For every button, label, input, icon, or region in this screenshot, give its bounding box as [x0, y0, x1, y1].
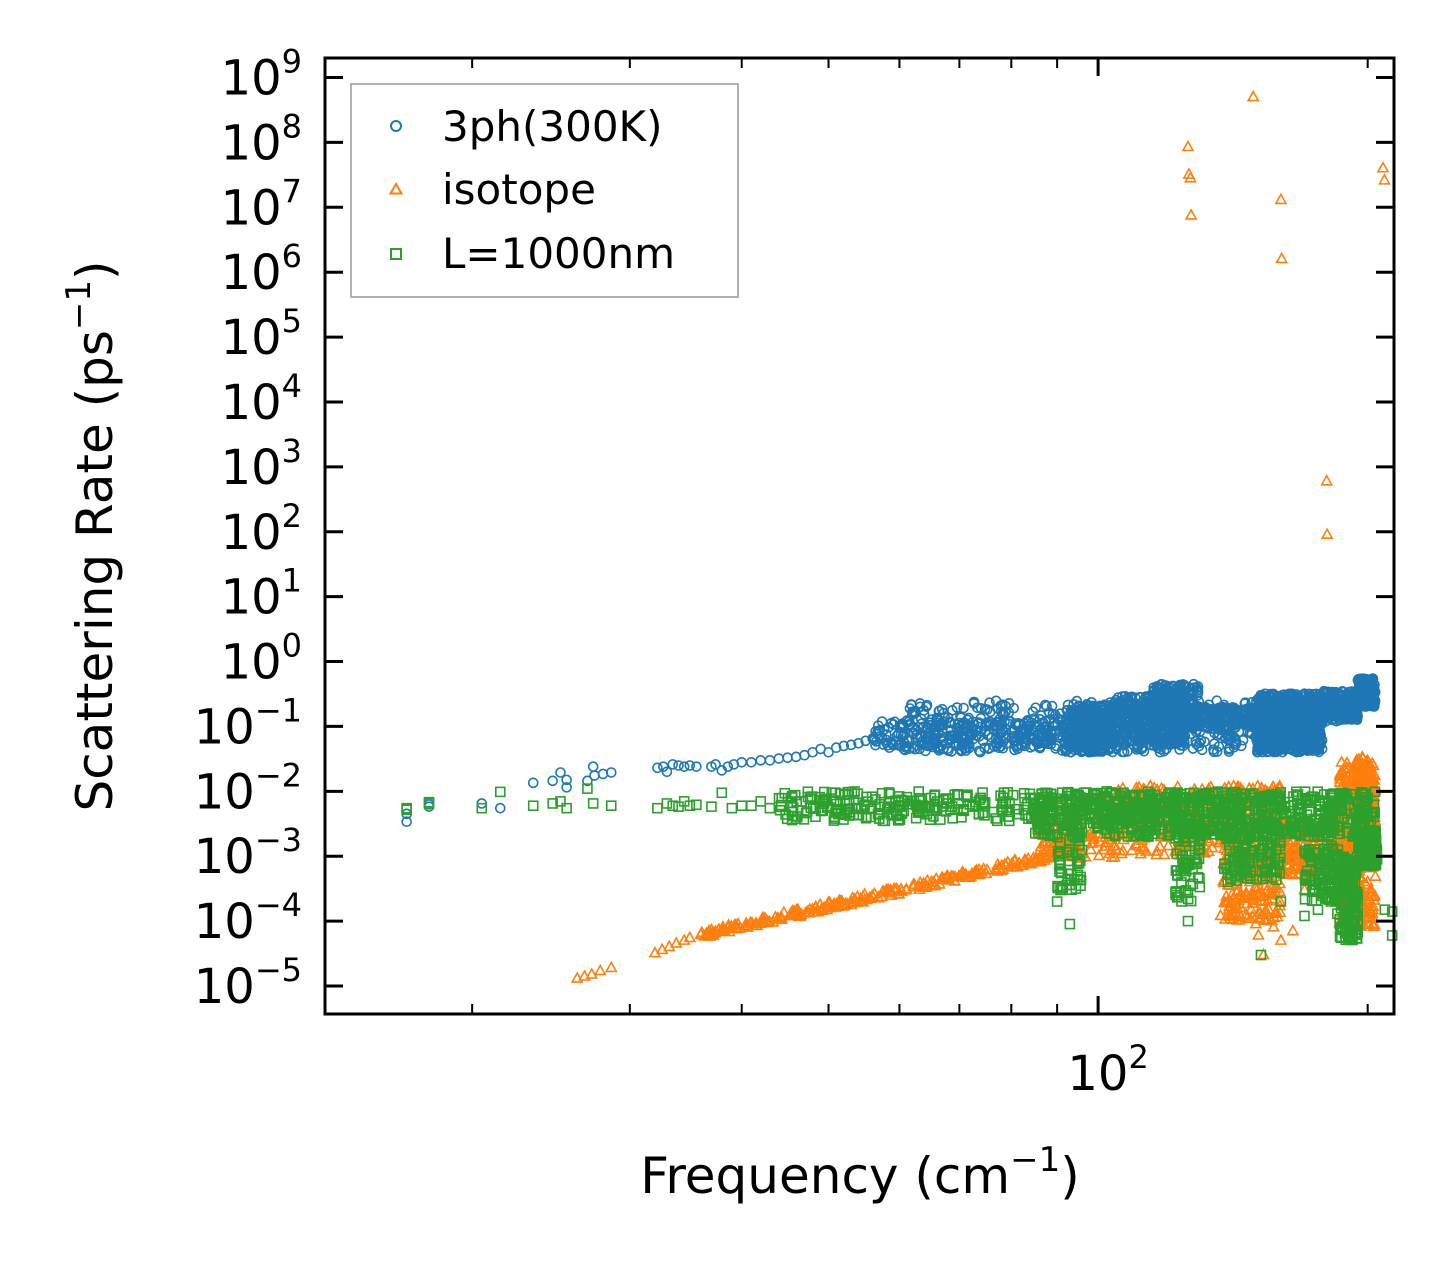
point-3ph-498 — [968, 698, 980, 709]
point-3ph-952 — [1067, 707, 1079, 719]
point-3ph-629 — [906, 722, 918, 733]
point-3ph-567 — [923, 719, 934, 731]
point-3ph-659 — [951, 723, 963, 734]
point-3ph-677 — [1187, 743, 1199, 754]
point-3ph-585 — [1009, 744, 1020, 756]
point-3ph-373 — [898, 730, 910, 741]
point-3ph-307 — [1046, 700, 1058, 712]
point-3ph-252 — [882, 739, 894, 751]
point-3ph-604 — [958, 725, 969, 736]
point-3ph-657 — [1003, 697, 1015, 709]
point-3ph-617 — [909, 743, 921, 755]
point-3ph-939 — [1086, 746, 1097, 757]
point-3ph-582 — [981, 725, 992, 737]
point-3ph-431 — [1001, 738, 1012, 750]
point-3ph-955 — [1088, 738, 1099, 750]
point-3ph-535 — [977, 735, 989, 747]
point-3ph-236 — [1028, 740, 1040, 752]
series-3ph — [401, 673, 1381, 828]
point-3ph-364 — [1006, 732, 1018, 744]
point-3ph-945 — [1095, 723, 1107, 735]
point-3ph-554 — [1025, 731, 1037, 742]
point-3ph-382 — [911, 729, 923, 740]
point-3ph-675 — [1041, 700, 1052, 712]
point-3ph-517 — [958, 702, 969, 714]
point-3ph-673 — [922, 737, 934, 748]
point-3ph-425 — [975, 712, 987, 724]
point-3ph-940 — [1094, 728, 1106, 740]
point-3ph-201 — [880, 737, 892, 748]
point-3ph-889 — [1060, 718, 1072, 730]
point-3ph-634 — [1048, 717, 1060, 729]
point-3ph-559 — [951, 702, 963, 713]
point-3ph-942 — [1093, 721, 1104, 733]
point-3ph-864 — [1089, 746, 1101, 757]
point-3ph-577 — [1044, 707, 1055, 718]
point-3ph-446 — [899, 744, 911, 756]
point-3ph-678 — [933, 715, 945, 726]
point-3ph-674 — [1230, 737, 1242, 749]
point-3ph-959 — [1070, 727, 1082, 738]
point-3ph-637 — [937, 736, 949, 747]
point-3ph-667 — [1042, 732, 1053, 743]
point-3ph-672 — [936, 703, 948, 715]
point-3ph-666 — [1034, 741, 1046, 753]
point-3ph-509 — [975, 746, 986, 758]
point-3ph-920 — [1090, 708, 1102, 719]
point-3ph-532 — [995, 706, 1007, 717]
point-3ph-576 — [922, 740, 934, 752]
point-3ph-639 — [961, 721, 973, 733]
point-3ph-593 — [921, 699, 933, 711]
point-3ph-342 — [973, 745, 985, 757]
point-3ph-536 — [1022, 715, 1033, 726]
point-3ph-572 — [984, 697, 995, 709]
point-3ph-480 — [915, 713, 927, 725]
point-3ph-326 — [1016, 726, 1027, 738]
point-3ph-635 — [899, 737, 910, 749]
point-3ph-506 — [986, 732, 997, 743]
data-layer — [401, 89, 1398, 983]
point-3ph-937 — [1061, 705, 1073, 716]
point-3ph-568 — [945, 730, 956, 742]
point-3ph-665 — [1037, 717, 1049, 728]
point-3ph-630 — [960, 745, 972, 756]
point-3ph-669 — [960, 739, 971, 750]
point-3ph-621 — [906, 709, 918, 720]
point-3ph-520 — [932, 742, 944, 753]
point-3ph-579 — [901, 715, 913, 726]
point-3ph-643 — [981, 704, 993, 715]
point-3ph-502 — [1011, 720, 1022, 731]
point-3ph-392 — [898, 743, 910, 755]
point-3ph-664 — [926, 714, 938, 725]
point-3ph-944 — [1065, 741, 1076, 752]
point-3ph-599 — [988, 724, 1000, 736]
point-3ph-644 — [1000, 706, 1011, 718]
point-3ph-256 — [883, 722, 894, 733]
point-3ph-913 — [1099, 744, 1111, 756]
point-3ph-930 — [1061, 722, 1072, 734]
point-3ph-624 — [909, 706, 920, 717]
point-3ph-873 — [1062, 699, 1074, 711]
point-3ph-626 — [1122, 746, 1133, 757]
point-3ph-628 — [914, 698, 926, 709]
point-3ph-233 — [1028, 725, 1040, 736]
point-3ph-956 — [1081, 699, 1093, 710]
point-3ph-522 — [1030, 702, 1041, 714]
point-3ph-445 — [975, 703, 987, 714]
point-3ph-653 — [990, 695, 1002, 707]
point-3ph-597 — [1208, 746, 1220, 758]
point-3ph-566 — [1237, 734, 1249, 746]
point-3ph-645 — [943, 745, 954, 756]
